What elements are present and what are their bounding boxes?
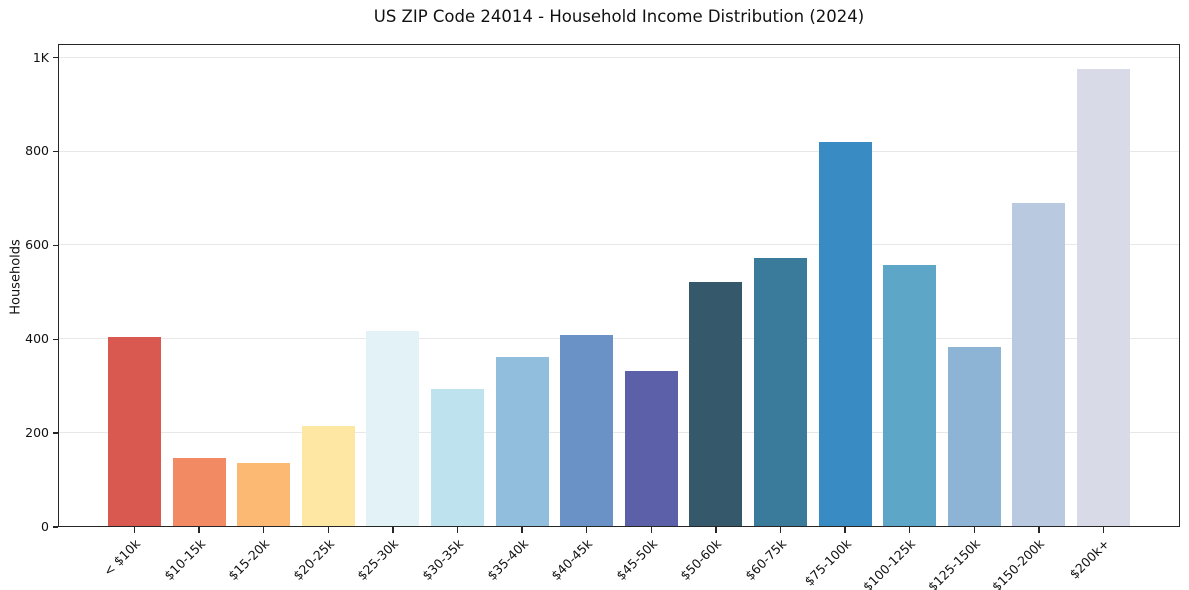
x-tick-mark bbox=[327, 527, 329, 533]
gridline-y1000 bbox=[58, 56, 1180, 58]
y-tick-label: 400 bbox=[25, 331, 49, 347]
y-tick-label: 800 bbox=[25, 143, 49, 159]
plot-area bbox=[58, 44, 1180, 527]
x-tick-mark bbox=[973, 527, 975, 533]
x-tick-label: < $10k bbox=[100, 536, 144, 579]
y-tick-label: 200 bbox=[25, 425, 49, 441]
bar-25-30k bbox=[366, 331, 420, 527]
bar-75-100k bbox=[818, 142, 872, 527]
gridline-y200 bbox=[58, 432, 1180, 434]
bar-125-150k bbox=[947, 347, 1001, 527]
x-tick-label: $125-150k bbox=[924, 536, 983, 590]
y-tick-mark bbox=[52, 56, 58, 59]
gridline-y600 bbox=[58, 244, 1180, 246]
gridline-y800 bbox=[58, 150, 1180, 152]
bar-15-20k bbox=[237, 463, 291, 527]
y-tick-label: 1K bbox=[32, 49, 49, 65]
bar-150-200k bbox=[1012, 202, 1066, 527]
y-tick-mark bbox=[52, 338, 58, 340]
x-tick-label: $45-50k bbox=[612, 536, 660, 584]
bar-50-60k bbox=[689, 281, 743, 527]
x-tick-mark bbox=[909, 527, 911, 533]
bar-40-45k bbox=[560, 334, 614, 527]
bar-100-125k bbox=[883, 265, 937, 527]
x-tick-mark bbox=[521, 527, 523, 533]
x-tick-label: $20-25k bbox=[289, 536, 337, 584]
x-tick-mark bbox=[715, 527, 717, 533]
x-tick-mark bbox=[198, 527, 200, 533]
y-tick-mark bbox=[52, 432, 58, 434]
bar-20-25k bbox=[301, 426, 355, 527]
y-tick-label: 600 bbox=[25, 237, 49, 253]
x-tick-label: $10-15k bbox=[160, 536, 208, 584]
x-tick-mark bbox=[133, 527, 136, 533]
x-tick-label: $30-35k bbox=[419, 536, 467, 584]
x-tick-mark bbox=[779, 527, 782, 533]
x-tick-label: $50-60k bbox=[677, 536, 725, 584]
x-tick-mark bbox=[263, 527, 265, 533]
y-tick-mark bbox=[52, 244, 58, 246]
x-tick-mark bbox=[392, 527, 394, 533]
bar-35-40k bbox=[495, 356, 549, 527]
bar-200k bbox=[1077, 69, 1130, 527]
x-tick-label: $200k+ bbox=[1066, 536, 1113, 582]
bar-10k bbox=[108, 336, 161, 527]
y-tick-mark bbox=[52, 150, 58, 153]
x-tick-mark bbox=[1102, 527, 1105, 533]
x-tick-label: $40-45k bbox=[548, 536, 596, 584]
x-tick-label: $15-20k bbox=[225, 536, 273, 584]
x-tick-mark bbox=[844, 527, 846, 533]
x-tick-label: $35-40k bbox=[483, 536, 531, 584]
x-tick-mark bbox=[650, 527, 652, 533]
x-tick-label: $150-200k bbox=[989, 536, 1048, 590]
y-tick-mark bbox=[52, 526, 58, 528]
bar-60-75k bbox=[754, 258, 807, 527]
bar-10-15k bbox=[172, 458, 226, 527]
x-tick-label: $100-125k bbox=[860, 536, 919, 590]
y-tick-label: 0 bbox=[41, 519, 49, 534]
bar-30-35k bbox=[431, 389, 484, 527]
gridline-y400 bbox=[58, 338, 1180, 340]
bar-45-50k bbox=[624, 371, 678, 527]
chart-title: US ZIP Code 24014 - Household Income Dis… bbox=[373, 7, 865, 26]
x-tick-label: $60-75k bbox=[742, 536, 790, 584]
x-tick-mark bbox=[1038, 527, 1040, 533]
x-tick-label: $75-100k bbox=[801, 536, 854, 589]
x-tick-mark bbox=[586, 527, 588, 533]
x-tick-mark bbox=[456, 527, 459, 533]
x-tick-label: $25-30k bbox=[354, 536, 402, 584]
